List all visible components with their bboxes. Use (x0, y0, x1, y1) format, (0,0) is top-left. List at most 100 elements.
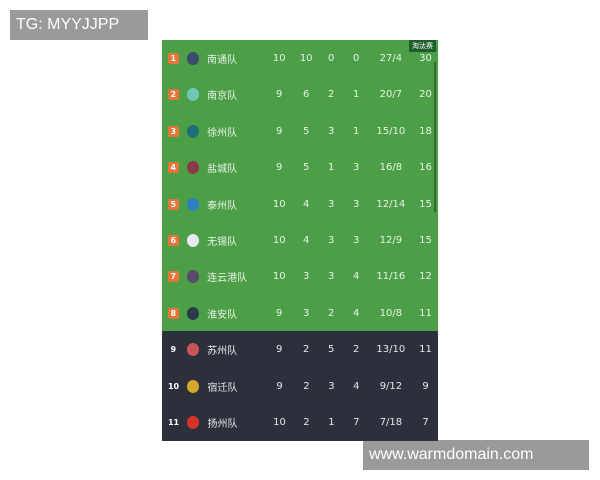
table-row[interactable]: 8 淮安队 9 3 2 4 10/8 11 (162, 294, 438, 332)
team-name: 苏州队 (207, 346, 238, 358)
played: 9 (276, 307, 283, 319)
played: 10 (273, 417, 286, 428)
wins: 4 (302, 235, 310, 246)
team-name: 淮安队 (207, 309, 238, 321)
draws: 3 (328, 125, 335, 137)
played: 9 (276, 380, 283, 392)
wins: 2 (303, 417, 310, 428)
losses: 4 (353, 380, 360, 392)
goals: 15/10 (376, 125, 406, 137)
knockout-badge: 淘汰赛 (409, 40, 436, 52)
points: 18 (419, 125, 432, 137)
rank-badge: 7 (168, 271, 179, 283)
draws: 3 (328, 271, 335, 283)
draws: 5 (328, 344, 335, 356)
goals: 27/4 (379, 53, 403, 64)
wins: 4 (302, 198, 310, 210)
losses: 3 (353, 198, 360, 210)
wins: 3 (302, 271, 310, 283)
team-logo-icon (186, 197, 200, 211)
goals: 7/18 (379, 417, 403, 428)
table-row[interactable]: 10 宿迁队 9 2 3 4 9/12 9 (162, 367, 438, 405)
goals: 16/8 (379, 162, 403, 174)
watermark-top-left: TG: MYYJJPP (10, 10, 148, 40)
rank-badge: 3 (168, 125, 179, 137)
draws: 3 (328, 235, 335, 246)
team-name: 盐城队 (207, 164, 238, 176)
team-logo-icon (187, 379, 200, 393)
wins: 5 (302, 125, 310, 137)
draws: 3 (328, 380, 335, 392)
table-row[interactable]: 4 盐城队 9 5 1 3 16/8 16 (162, 149, 438, 187)
table-row[interactable]: 11 扬州队 10 2 1 7 7/18 7 (162, 404, 438, 441)
draws: 1 (328, 417, 335, 428)
team-logo-icon (186, 270, 200, 284)
draws: 3 (328, 198, 335, 210)
table-row[interactable]: 9 苏州队 9 2 5 2 13/10 11 (162, 331, 438, 369)
points: 15 (419, 235, 432, 246)
points: 12 (419, 271, 432, 283)
table-row[interactable]: 5 泰州队 10 4 3 3 12/14 15 (162, 185, 438, 223)
losses: 2 (353, 344, 360, 356)
rank-badge: 9 (170, 345, 177, 355)
points: 20 (419, 89, 432, 101)
points: 30 (419, 53, 432, 64)
wins: 3 (302, 307, 310, 319)
team-name: 徐州队 (207, 127, 238, 139)
rank-badge: 8 (168, 307, 179, 319)
draws: 1 (328, 162, 335, 174)
points: 11 (419, 344, 432, 356)
team-logo-icon (186, 88, 200, 102)
points: 11 (419, 307, 432, 319)
team-logo-icon (186, 306, 200, 320)
team-name: 泰州队 (207, 200, 238, 212)
played: 9 (276, 344, 283, 356)
goals: 12/9 (379, 235, 403, 246)
wins: 10 (299, 53, 313, 64)
team-logo-icon (186, 343, 200, 357)
draws: 0 (328, 53, 335, 64)
losses: 1 (353, 89, 360, 101)
losses: 3 (353, 162, 360, 174)
draws: 2 (328, 307, 335, 319)
table-row[interactable]: 2 南京队 9 6 2 1 20/7 20 (162, 76, 438, 114)
wins: 2 (303, 380, 310, 392)
team-name: 连云港队 (207, 273, 248, 285)
points: 9 (422, 380, 429, 392)
table-row[interactable]: 6 无锡队 10 4 3 3 12/9 15 (162, 222, 438, 259)
draws: 2 (328, 89, 335, 101)
played: 10 (272, 271, 286, 283)
goals: 13/10 (376, 344, 406, 356)
table-row[interactable]: 7 连云港队 10 3 3 4 11/16 12 (162, 258, 438, 296)
points: 15 (419, 198, 432, 210)
team-logo-icon (187, 416, 200, 429)
team-logo-icon (186, 124, 200, 138)
wins: 6 (302, 89, 310, 101)
points: 16 (419, 162, 432, 174)
losses: 7 (353, 417, 360, 428)
losses: 1 (353, 125, 360, 137)
standings-table: 淘汰赛 1 南通队 10 10 0 0 27/4 30 2 南京队 9 6 2 1… (162, 40, 438, 441)
table-row[interactable]: 3 徐州队 9 5 3 1 15/10 18 (162, 112, 438, 150)
rank-badge: 6 (168, 235, 179, 246)
team-logo-icon (186, 161, 200, 175)
goals: 11/16 (376, 271, 406, 283)
played: 9 (276, 162, 283, 174)
losses: 3 (353, 235, 360, 246)
played: 10 (272, 53, 286, 64)
scrollbar[interactable] (434, 62, 436, 212)
goals: 10/8 (379, 307, 403, 319)
table-row[interactable]: 1 南通队 10 10 0 0 27/4 30 (162, 40, 438, 77)
played: 9 (276, 125, 283, 137)
losses: 4 (353, 307, 360, 319)
watermark-bottom-right: www.warmdomain.com (363, 440, 589, 470)
played: 10 (272, 235, 286, 246)
rank-badge: 1 (168, 53, 179, 64)
rank-badge: 10 (167, 381, 180, 391)
goals: 9/12 (379, 380, 403, 392)
wins: 2 (302, 344, 310, 356)
losses: 4 (353, 271, 360, 283)
team-name: 无锡队 (207, 237, 238, 248)
team-logo-icon (186, 234, 200, 247)
points: 7 (422, 417, 429, 428)
